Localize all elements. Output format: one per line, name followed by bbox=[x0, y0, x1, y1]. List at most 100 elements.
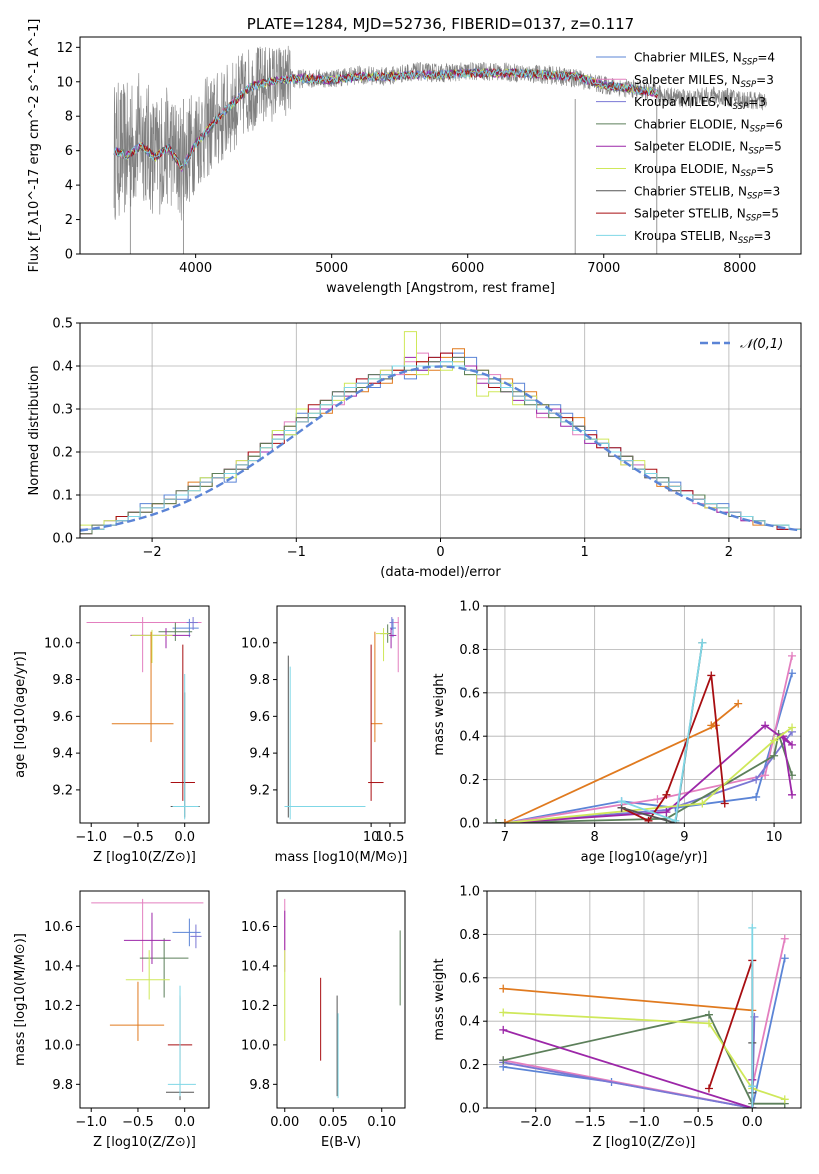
y-tick-label: 1.0 bbox=[459, 600, 480, 615]
errorbar-6 bbox=[109, 981, 165, 1041]
x-tick-label: 8000 bbox=[723, 261, 756, 276]
errorbar-1 bbox=[393, 617, 399, 673]
axes-frame bbox=[276, 890, 406, 1109]
plot-area bbox=[284, 898, 401, 1099]
series-marker bbox=[704, 1019, 713, 1028]
plot-area bbox=[113, 45, 767, 254]
series-line bbox=[621, 675, 726, 822]
errorbar-9 bbox=[167, 985, 196, 1097]
series-marker bbox=[788, 723, 797, 732]
y-tick-label: 10.6 bbox=[44, 920, 73, 935]
errorbar-3 bbox=[158, 622, 193, 641]
axes-frame bbox=[486, 605, 802, 824]
errorbar-6 bbox=[371, 631, 383, 743]
series-marker bbox=[499, 1056, 508, 1065]
y-tick-label: 0.8 bbox=[459, 643, 480, 658]
series-line bbox=[503, 987, 753, 1012]
series-marker bbox=[704, 1010, 713, 1019]
x-tick-label: 0.10 bbox=[367, 1115, 396, 1130]
x-tick-label: 7000 bbox=[587, 261, 620, 276]
series-line bbox=[503, 1016, 756, 1108]
y-tick-label: 10.2 bbox=[241, 999, 270, 1014]
series-marker bbox=[698, 799, 707, 808]
series-marker bbox=[761, 771, 770, 780]
y-axis-label: mass weight bbox=[432, 958, 447, 1040]
plot-area bbox=[86, 617, 202, 820]
errorbar-5 bbox=[376, 628, 389, 662]
model-line-7 bbox=[113, 67, 658, 170]
y-tick-label: 10.0 bbox=[241, 636, 270, 651]
x-tick-label: 8 bbox=[591, 830, 599, 845]
y-tick-label: 10.4 bbox=[241, 959, 270, 974]
mass-vs-ebv-panel: 0.00 0.05 0.10 9.8 10.0 10.2 10.4 10.6 E(B-V) bbox=[241, 890, 406, 1150]
series-marker bbox=[499, 1025, 508, 1034]
legend-label-5: Kroupa ELODIE, NSSP=5 bbox=[634, 162, 774, 179]
series-marker bbox=[788, 669, 797, 678]
y-tick-label: 8 bbox=[65, 110, 73, 125]
series-marker bbox=[780, 934, 789, 943]
x-axis-label: (data-model)/error bbox=[380, 565, 501, 580]
errorbar-2 bbox=[389, 617, 394, 630]
x-tick-label: 0.0 bbox=[742, 1115, 763, 1130]
plot-area bbox=[487, 891, 801, 1108]
y-tick-label: 0.1 bbox=[52, 489, 73, 504]
errorbar-9 bbox=[284, 666, 366, 820]
series-marker bbox=[770, 751, 779, 760]
y-tick-label: 0.0 bbox=[459, 1102, 480, 1117]
x-tick-label: 0.0 bbox=[174, 830, 195, 845]
series-6 bbox=[499, 984, 757, 1015]
y-tick-label: 0.2 bbox=[459, 773, 480, 788]
plot-area bbox=[80, 323, 801, 538]
axes-frame bbox=[79, 322, 802, 539]
x-axis-label: Z [log10(Z/Z⊙)] bbox=[593, 1135, 696, 1150]
x-tick-label: −1.0 bbox=[628, 1115, 660, 1130]
x-axis-label: E(B-V) bbox=[321, 1135, 361, 1150]
y-tick-label: 10 bbox=[56, 75, 73, 90]
series-marker bbox=[491, 819, 500, 823]
errorbar-7 bbox=[368, 644, 384, 801]
errorbar-0 bbox=[172, 618, 199, 638]
series-marker bbox=[780, 954, 789, 963]
legend-label-1: Salpeter MILES, NSSP=3 bbox=[634, 73, 774, 90]
x-tick-label: 0.00 bbox=[270, 1115, 299, 1130]
x-tick-label: −0.5 bbox=[122, 830, 154, 845]
y-tick-label: 0.4 bbox=[52, 360, 73, 375]
legend-label-4: Salpeter ELODIE, NSSP=5 bbox=[634, 140, 782, 157]
y-tick-label: 10.0 bbox=[44, 1038, 73, 1053]
series-marker bbox=[707, 721, 716, 730]
chart-title: PLATE=1284, MJD=52736, FIBERID=0137, z=0… bbox=[247, 15, 634, 33]
errorbar-7 bbox=[170, 644, 195, 801]
series-marker bbox=[704, 1084, 713, 1093]
y-tick-label: 12 bbox=[56, 41, 73, 56]
y-tick-label: 0.5 bbox=[52, 317, 73, 332]
y-tick-label: 10.0 bbox=[44, 636, 73, 651]
x-tick-label: −2.0 bbox=[520, 1115, 552, 1130]
series-marker bbox=[662, 790, 671, 799]
normal-curve bbox=[80, 365, 801, 532]
x-tick-label: 6000 bbox=[451, 261, 484, 276]
y-tick-label: 0.8 bbox=[459, 928, 480, 943]
errorbar-9 bbox=[172, 674, 199, 820]
axes-frame bbox=[79, 36, 802, 255]
y-axis-label: Flux [f_λ10^-17 erg cm^-2 s^-1 A^-1] bbox=[27, 19, 42, 273]
y-tick-label: 2 bbox=[65, 213, 73, 228]
y-tick-label: 0.3 bbox=[52, 403, 73, 418]
errorbar-1 bbox=[91, 898, 204, 972]
series-marker bbox=[788, 740, 797, 749]
x-tick-label: −0.5 bbox=[682, 1115, 714, 1130]
y-tick-label: 9.4 bbox=[52, 747, 73, 762]
series-marker bbox=[720, 799, 729, 808]
series-marker bbox=[500, 819, 509, 823]
mass-weight-vs-age-panel: 7 8 9 10 0.0 0.2 0.4 0.6 0.8 1.0 age [log10(age/yr… bbox=[432, 600, 802, 865]
model-line-8 bbox=[113, 68, 658, 170]
legend-label-6: Chabrier STELIB, NSSP=3 bbox=[634, 184, 780, 201]
y-tick-label: 9.4 bbox=[249, 747, 270, 762]
histogram-7 bbox=[80, 361, 801, 538]
y-tick-label: 9.8 bbox=[249, 1078, 270, 1093]
y-tick-label: 9.6 bbox=[52, 710, 73, 725]
series-marker bbox=[788, 790, 797, 799]
legend-label-8: Kroupa STELIB, NSSP=3 bbox=[634, 229, 771, 246]
x-tick-label: −1.5 bbox=[574, 1115, 606, 1130]
x-axis-label: Z [log10(Z/Z⊙)] bbox=[93, 850, 196, 865]
